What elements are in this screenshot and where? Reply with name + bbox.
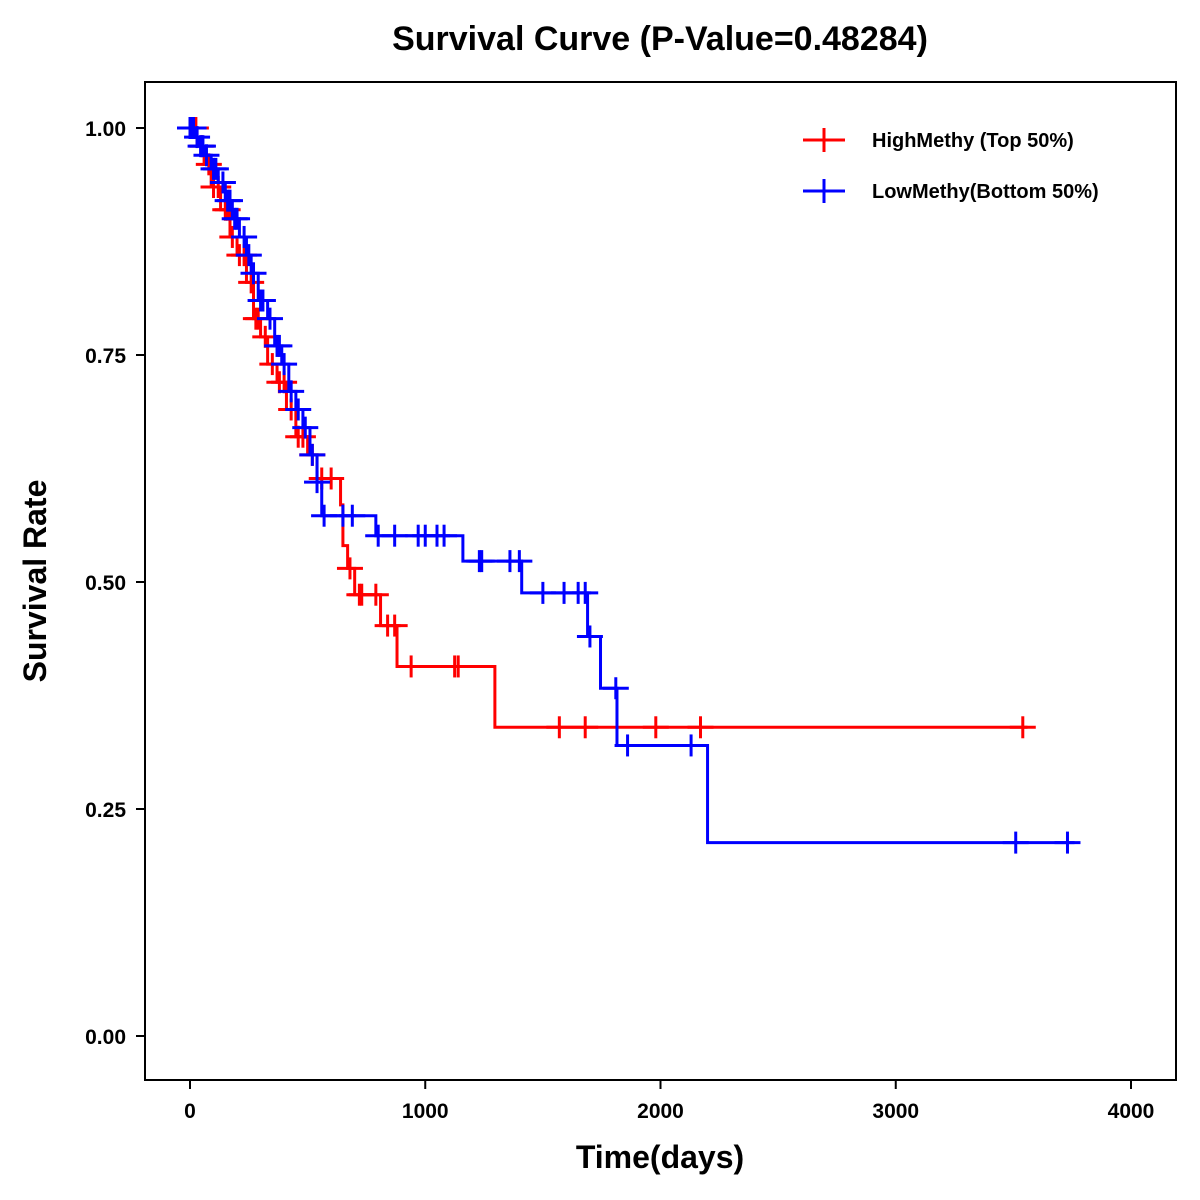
- censor-mark: [285, 398, 312, 421]
- y-tick-label: 0.75: [85, 345, 126, 368]
- x-tick-label: 4000: [1108, 1100, 1155, 1123]
- censor-mark: [381, 614, 408, 637]
- censor-mark: [602, 677, 629, 700]
- censor-mark: [292, 416, 319, 439]
- censor-mark: [576, 625, 603, 648]
- censor-mark: [180, 117, 207, 139]
- censor-mark: [468, 550, 495, 573]
- x-axis-label: Time(days): [576, 1139, 744, 1175]
- censor-mark: [278, 380, 305, 403]
- censor-mark: [238, 271, 265, 294]
- chart-title: Survival Curve (P-Value=0.48284): [392, 20, 928, 58]
- x-tick-label: 1000: [402, 1100, 449, 1123]
- censor-mark: [184, 126, 211, 149]
- legend-label: LowMethy(Bottom 50%): [872, 181, 1099, 203]
- censor-mark: [339, 504, 366, 527]
- censor-mark: [235, 244, 262, 267]
- censor-mark: [209, 171, 236, 194]
- censor-mark: [231, 225, 258, 248]
- censor-mark: [572, 716, 599, 739]
- censor-mark: [687, 716, 714, 739]
- censor-mark: [193, 144, 220, 167]
- censor-mark: [216, 189, 243, 212]
- y-tick-label: 0.25: [85, 799, 126, 822]
- censor-mark: [362, 583, 389, 606]
- x-tick-label: 0: [184, 1100, 196, 1123]
- series-1: [177, 117, 1081, 854]
- y-tick-label: 0.00: [85, 1026, 126, 1049]
- censor-mark: [271, 353, 298, 376]
- censor-mark: [249, 289, 276, 312]
- legend-label: HighMethy (Top 50%): [872, 130, 1074, 152]
- censor-mark: [1002, 831, 1029, 854]
- censor-mark: [614, 734, 641, 757]
- censor-mark: [189, 135, 216, 158]
- censor-mark: [572, 581, 599, 604]
- censor-mark: [240, 262, 267, 285]
- censor-mark: [256, 307, 283, 330]
- censor-mark: [336, 557, 363, 580]
- censor-mark: [299, 443, 326, 466]
- censor-mark: [266, 334, 293, 357]
- censor-mark: [642, 716, 669, 739]
- y-tick-label: 1.00: [85, 118, 126, 141]
- y-axis-label: Survival Rate: [17, 480, 53, 683]
- censor-mark: [398, 655, 425, 678]
- censor-mark: [289, 425, 316, 448]
- x-tick-label: 2000: [637, 1100, 684, 1123]
- censor-mark: [1054, 831, 1081, 854]
- censor-mark: [445, 655, 472, 678]
- legend: HighMethy (Top 50%) LowMethy(Bottom 50%): [803, 128, 1099, 203]
- censor-mark: [224, 207, 251, 230]
- censor-mark: [195, 153, 222, 176]
- legend-item: HighMethy (Top 50%): [803, 128, 1074, 152]
- legend-item: LowMethy(Bottom 50%): [803, 179, 1099, 203]
- y-tick-label: 0.50: [85, 572, 126, 595]
- censor-mark: [1009, 716, 1036, 739]
- plot-frame: [144, 81, 1177, 1081]
- censor-mark: [546, 716, 573, 739]
- censor-mark: [431, 524, 458, 547]
- x-tick-label: 3000: [872, 1100, 919, 1123]
- survival-curve: [190, 126, 1075, 845]
- censor-mark: [678, 734, 705, 757]
- censor-mark: [506, 550, 533, 573]
- censor-mark: [304, 471, 331, 494]
- censor-mark: [318, 467, 345, 490]
- censor-mark: [381, 524, 408, 547]
- censor-mark: [202, 157, 229, 180]
